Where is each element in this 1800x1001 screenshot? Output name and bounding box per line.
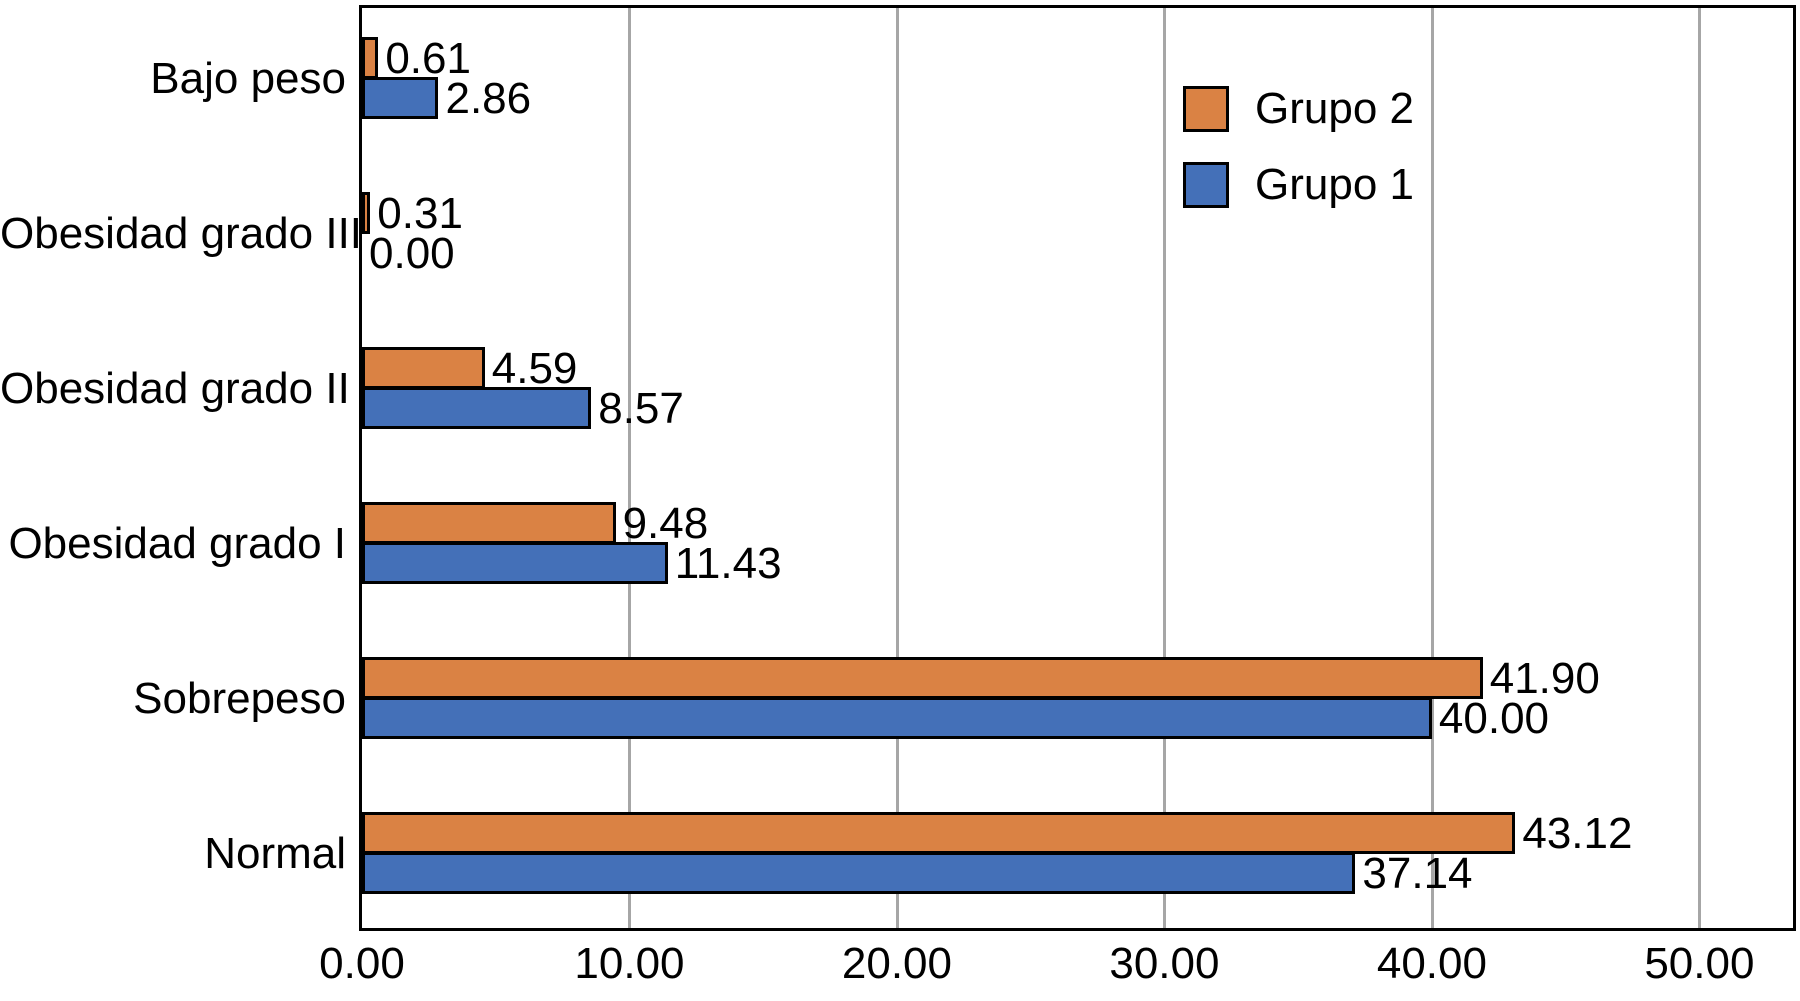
x-tick-label-40.00: 40.00	[1376, 939, 1487, 988]
value-label: 40.00	[1438, 694, 1550, 743]
legend-label: Grupo 2	[1255, 84, 1414, 133]
gridline-50.00	[1698, 8, 1702, 928]
x-tick-label-30.00: 30.00	[1109, 939, 1220, 988]
gridline-10.00	[628, 8, 632, 928]
value-label: 41.90	[1489, 654, 1600, 703]
category-label-obesidad-grado-iii: Obesidad grado III	[0, 209, 363, 258]
bar-grupo-1-obesidad-grado-i	[362, 542, 668, 584]
gridline-30.00	[1163, 8, 1167, 928]
category-label-normal: Normal	[204, 829, 346, 878]
bar-grupo-2-sobrepeso	[362, 657, 1483, 699]
bar-grupo-2-obesidad-grado-iii	[362, 192, 371, 234]
category-label-bajo-peso: Bajo peso	[150, 54, 346, 103]
bar-grupo-2-bajo-peso	[362, 37, 379, 79]
bar-grupo-2-obesidad-grado-i	[362, 502, 616, 544]
gridline-20.00	[895, 8, 899, 928]
x-tick-label-10.00: 10.00	[574, 939, 685, 988]
value-label: 0.61	[385, 34, 471, 83]
value-label: 0.00	[369, 229, 455, 278]
bar-grupo-2-normal	[362, 812, 1516, 854]
legend-label: Grupo 1	[1255, 160, 1414, 209]
legend-swatch-grupo-1	[1183, 162, 1229, 208]
bar-grupo-1-bajo-peso	[362, 77, 439, 119]
x-tick-label-0.00: 0.00	[319, 939, 405, 988]
category-label-obesidad-grado-i: Obesidad grado I	[8, 519, 346, 568]
legend-swatch-grupo-2	[1183, 86, 1229, 132]
plot-area: 0.61 2.86 0.31 0.00 4.59 8.57 9.48 11.43 41.90 40…	[359, 5, 1796, 931]
legend: Grupo 2 Grupo 1	[1183, 86, 1414, 238]
value-label: 43.12	[1522, 809, 1633, 858]
value-label: 11.43	[674, 539, 782, 588]
x-tick-label-50.00: 50.00	[1644, 939, 1755, 988]
x-tick-label-20.00: 20.00	[841, 939, 952, 988]
value-label: 8.57	[598, 384, 684, 433]
legend-item-grupo-2: Grupo 2	[1183, 86, 1414, 132]
value-label: 9.48	[622, 499, 709, 548]
bar-grupo-1-normal	[362, 852, 1356, 894]
value-label: 37.14	[1362, 849, 1473, 898]
bar-grupo-1-obesidad-grado-ii	[362, 387, 592, 429]
category-label-sobrepeso: Sobrepeso	[133, 674, 346, 723]
value-label: 0.31	[377, 189, 463, 238]
legend-item-grupo-1: Grupo 1	[1183, 162, 1414, 208]
bar-grupo-2-obesidad-grado-ii	[362, 347, 485, 389]
value-label: 2.86	[445, 74, 532, 123]
category-label-obesidad-grado-ii: Obesidad grado II	[0, 364, 350, 413]
bar-grupo-1-sobrepeso	[362, 697, 1432, 739]
gridline-40.00	[1430, 8, 1434, 928]
value-label: 4.59	[491, 344, 578, 393]
